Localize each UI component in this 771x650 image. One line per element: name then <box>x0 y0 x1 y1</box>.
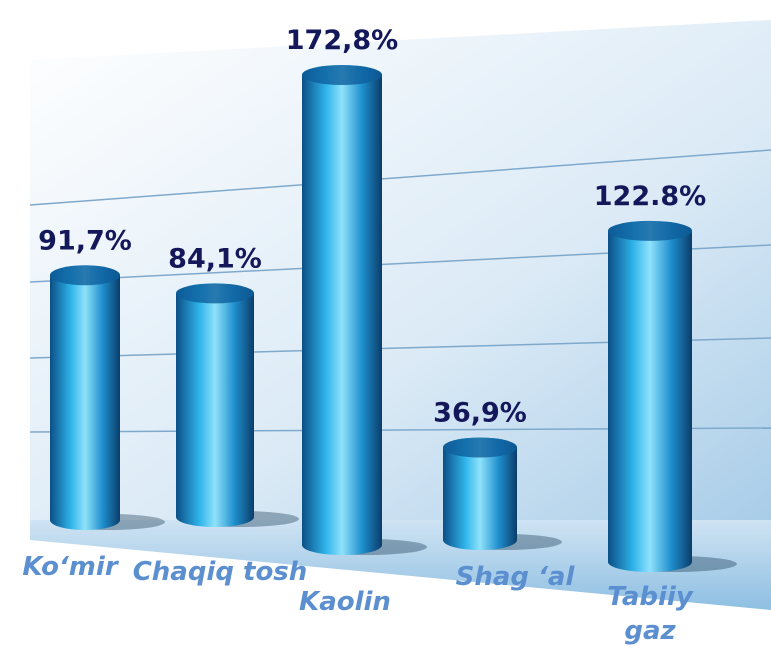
bar <box>302 65 382 555</box>
bar-top <box>302 65 382 85</box>
value-label: 84,1% <box>168 243 262 274</box>
value-label: 172,8% <box>286 25 398 56</box>
bar <box>443 437 517 550</box>
bar <box>176 283 254 527</box>
category-label: Ko‘mir <box>22 552 118 582</box>
bar-top <box>176 283 254 304</box>
bar-top <box>443 437 517 458</box>
bar-top <box>50 265 120 286</box>
bar-top <box>608 220 692 241</box>
category-label: Chaqiq tosh <box>132 557 308 587</box>
bar <box>50 265 120 530</box>
bar <box>608 220 692 572</box>
category-label: Shag ‘al <box>455 562 575 592</box>
value-label: 91,7% <box>38 225 132 256</box>
value-label: 36,9% <box>433 398 527 429</box>
value-label: 122.8% <box>594 181 706 212</box>
category-label: Tabiiy gaz <box>607 582 693 646</box>
category-label: Kaolin <box>299 587 391 617</box>
